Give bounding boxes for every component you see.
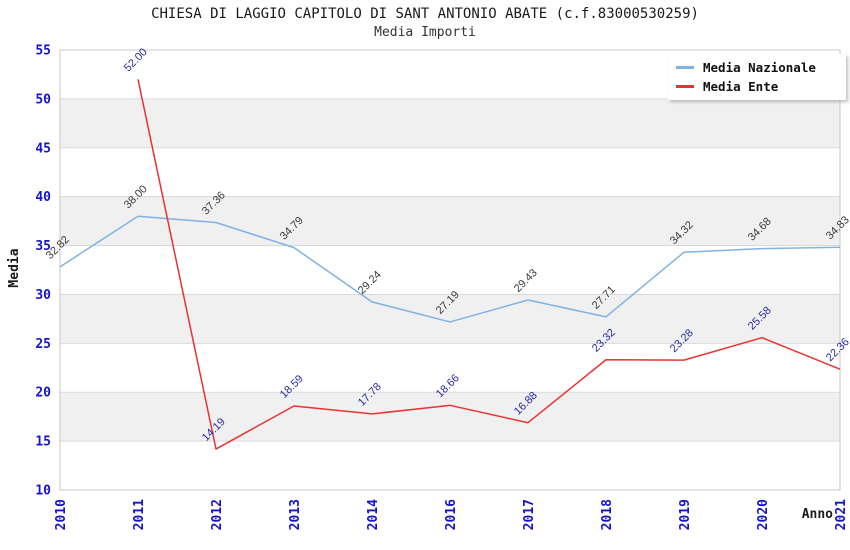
y-tick-label: 45 (35, 141, 51, 156)
x-tick-label-2010: 2010 (54, 499, 69, 530)
legend-item-media-nazionale: Media Nazionale (676, 60, 846, 75)
x-tick-label-2012: 2012 (210, 499, 225, 530)
legend-label-media-ente: Media Ente (703, 79, 779, 94)
plot-band (60, 392, 840, 442)
x-tick-label-2020: 2020 (756, 499, 771, 530)
x-tick-label-2016: 2016 (444, 499, 459, 530)
plot-band (60, 245, 840, 295)
x-tick-label-2014: 2014 (366, 499, 381, 530)
y-tick-label: 30 (35, 288, 51, 303)
plot-border (59, 49, 841, 491)
y-axis-title: Media (7, 248, 22, 287)
legend-marker-media-nazionale-icon (676, 66, 694, 69)
x-tick-label-2019: 2019 (678, 499, 693, 530)
y-tick-label: 35 (35, 239, 51, 254)
legend-item-media-ente: Media Ente (676, 79, 846, 94)
x-tick-label-2011: 2011 (132, 499, 147, 530)
y-tick-label: 15 (35, 435, 51, 450)
x-axis-title: Anno (802, 507, 833, 522)
legend-marker-media-ente-icon (676, 85, 694, 88)
x-tick-label-2021: 2021 (834, 499, 849, 530)
plot-band (60, 196, 840, 246)
y-tick-label: 10 (35, 484, 51, 499)
plot-band (60, 441, 840, 490)
plot-band (60, 147, 840, 197)
y-tick-label: 20 (35, 386, 51, 401)
x-tick-label-2017: 2017 (522, 499, 537, 530)
series-line-media-nazionale (59, 215, 841, 323)
y-tick-label: 50 (35, 92, 51, 107)
y-tick-label: 55 (35, 44, 51, 59)
legend: Media Nazionale Media Ente (668, 54, 846, 100)
legend-label-media-nazionale: Media Nazionale (703, 60, 816, 75)
y-tick-label: 25 (35, 337, 51, 352)
x-tick-label-2013: 2013 (288, 499, 303, 530)
plot-band (60, 98, 840, 148)
chart-title: CHIESA DI LAGGIO CAPITOLO DI SANT ANTONI… (151, 6, 699, 22)
plot-band (60, 343, 840, 393)
x-tick-label-2018: 2018 (600, 499, 615, 530)
plot-band (60, 294, 840, 344)
chart-subtitle: Media Importi (374, 25, 476, 40)
y-tick-label: 40 (35, 190, 51, 205)
series-line-media-ente (137, 79, 841, 450)
